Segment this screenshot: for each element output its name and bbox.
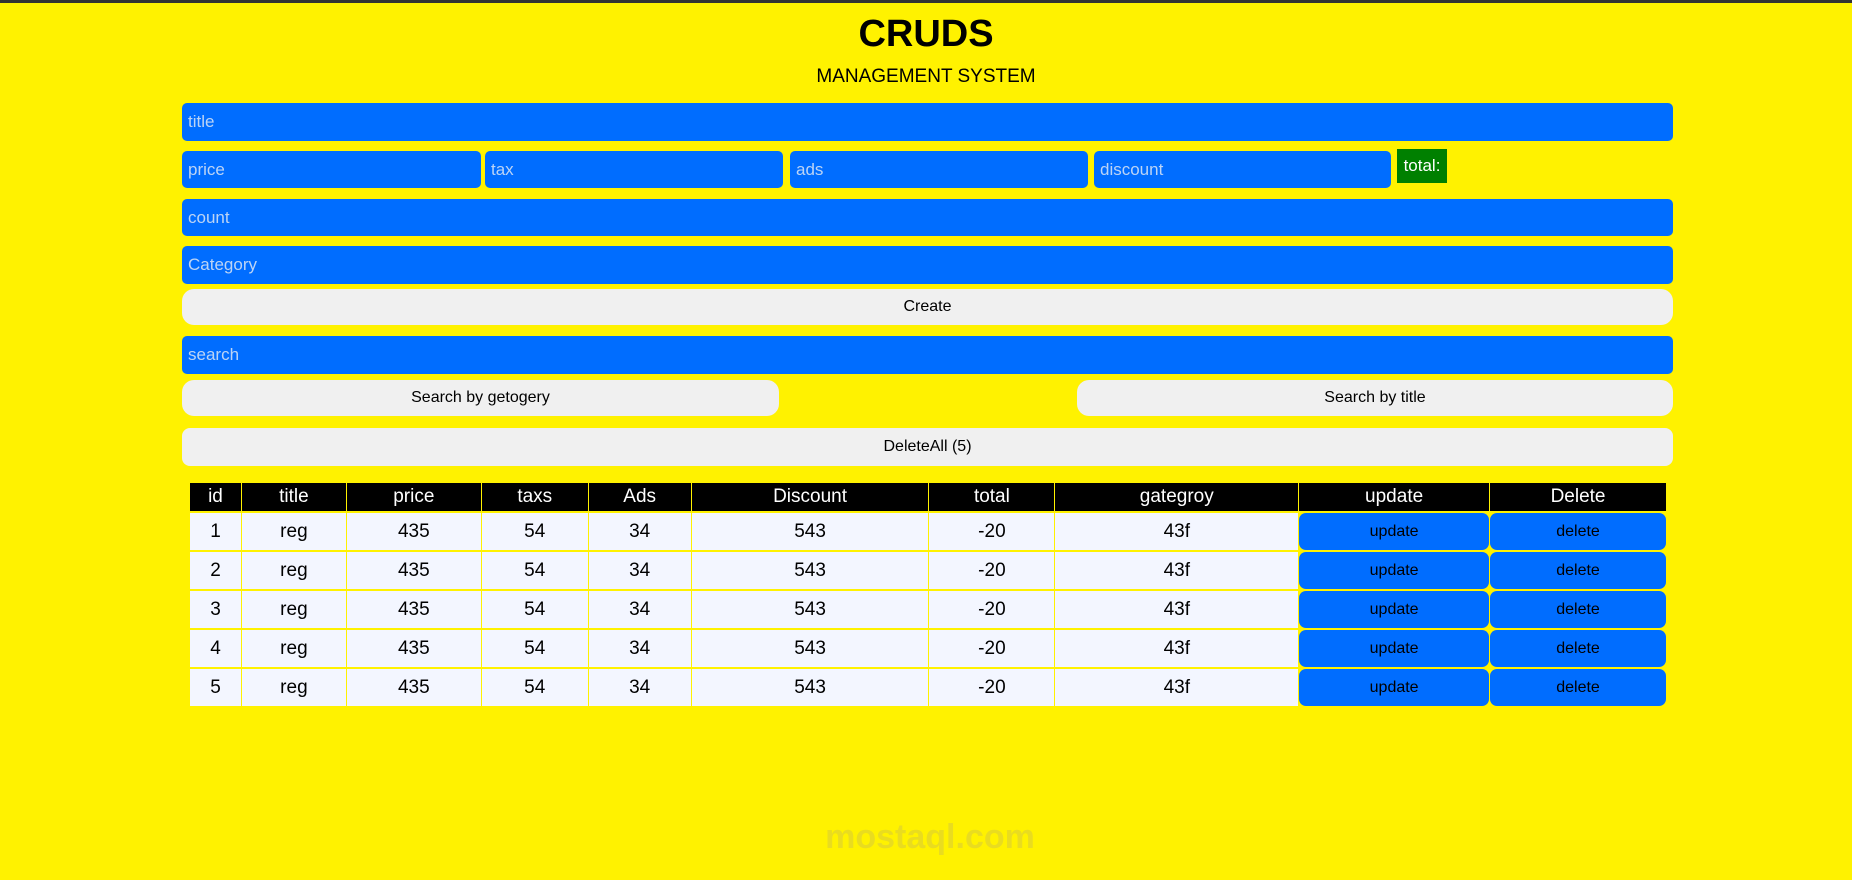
column-header: total bbox=[928, 482, 1056, 513]
cell-taxs: 54 bbox=[480, 628, 589, 669]
watermark: mostaql.com bbox=[825, 818, 1035, 856]
cell-update: update bbox=[1298, 511, 1491, 552]
tax-input[interactable] bbox=[485, 151, 783, 188]
cell-discount: 543 bbox=[690, 667, 930, 708]
cell-discount: 543 bbox=[690, 511, 930, 552]
cell-title: reg bbox=[240, 550, 347, 591]
cell-category: 43f bbox=[1054, 589, 1300, 630]
cell-total: -20 bbox=[928, 667, 1056, 708]
search-by-title-button[interactable]: Search by title bbox=[1077, 380, 1673, 416]
cell-id: 2 bbox=[189, 550, 242, 591]
delete-all-button[interactable]: DeleteAll (5) bbox=[182, 428, 1673, 466]
update-button[interactable]: update bbox=[1299, 669, 1490, 706]
cell-category: 43f bbox=[1054, 511, 1300, 552]
column-header: Ads bbox=[587, 482, 692, 513]
cell-category: 43f bbox=[1054, 550, 1300, 591]
cell-update: update bbox=[1298, 628, 1491, 669]
update-button[interactable]: update bbox=[1299, 630, 1490, 667]
cell-title: reg bbox=[240, 628, 347, 669]
update-button[interactable]: update bbox=[1299, 552, 1490, 589]
cell-ads: 34 bbox=[587, 550, 692, 591]
cell-update: update bbox=[1298, 550, 1491, 591]
ads-input[interactable] bbox=[790, 151, 1088, 188]
cell-taxs: 54 bbox=[480, 667, 589, 708]
column-header: price bbox=[345, 482, 482, 513]
column-header: title bbox=[240, 482, 347, 513]
page-subtitle: MANAGEMENT SYSTEM bbox=[816, 66, 1036, 87]
column-header: taxs bbox=[480, 482, 589, 513]
delete-button[interactable]: delete bbox=[1490, 591, 1666, 628]
cell-delete: delete bbox=[1489, 589, 1667, 630]
cell-delete: delete bbox=[1489, 511, 1667, 552]
cell-title: reg bbox=[240, 511, 347, 552]
cell-taxs: 54 bbox=[480, 511, 589, 552]
cell-total: -20 bbox=[928, 511, 1056, 552]
delete-button[interactable]: delete bbox=[1490, 552, 1666, 589]
cell-discount: 543 bbox=[690, 628, 930, 669]
cell-ads: 34 bbox=[587, 511, 692, 552]
delete-button[interactable]: delete bbox=[1490, 669, 1666, 706]
cell-price: 435 bbox=[345, 667, 482, 708]
cell-id: 5 bbox=[189, 667, 242, 708]
cell-price: 435 bbox=[345, 589, 482, 630]
cell-title: reg bbox=[240, 589, 347, 630]
create-button[interactable]: Create bbox=[182, 289, 1673, 325]
column-header: update bbox=[1298, 482, 1491, 513]
update-button[interactable]: update bbox=[1299, 513, 1490, 550]
table-row: 1 reg 435 54 34 543 -20 43f update delete bbox=[189, 511, 1667, 552]
cell-taxs: 54 bbox=[480, 550, 589, 591]
cell-category: 43f bbox=[1054, 628, 1300, 669]
cell-delete: delete bbox=[1489, 628, 1667, 669]
cell-price: 435 bbox=[345, 628, 482, 669]
cell-category: 43f bbox=[1054, 667, 1300, 708]
cell-update: update bbox=[1298, 667, 1491, 708]
cell-taxs: 54 bbox=[480, 589, 589, 630]
search-input[interactable] bbox=[182, 336, 1673, 374]
count-input[interactable] bbox=[182, 199, 1673, 236]
column-header: Discount bbox=[690, 482, 930, 513]
page-title: CRUDS bbox=[858, 13, 994, 55]
column-header: Delete bbox=[1489, 482, 1667, 513]
price-input[interactable] bbox=[182, 151, 481, 188]
cell-price: 435 bbox=[345, 550, 482, 591]
cell-total: -20 bbox=[928, 589, 1056, 630]
table-row: 4 reg 435 54 34 543 -20 43f update delete bbox=[189, 628, 1667, 669]
cell-delete: delete bbox=[1489, 550, 1667, 591]
cell-total: -20 bbox=[928, 628, 1056, 669]
column-header: id bbox=[189, 482, 242, 513]
cell-title: reg bbox=[240, 667, 347, 708]
cell-id: 4 bbox=[189, 628, 242, 669]
discount-input[interactable] bbox=[1094, 151, 1391, 188]
cell-delete: delete bbox=[1489, 667, 1667, 708]
cell-discount: 543 bbox=[690, 550, 930, 591]
table-row: 3 reg 435 54 34 543 -20 43f update delete bbox=[189, 589, 1667, 630]
cell-ads: 34 bbox=[587, 628, 692, 669]
products-table: id title price taxs Ads Discount total gategroy… bbox=[189, 482, 1667, 708]
cell-discount: 543 bbox=[690, 589, 930, 630]
table-row: 2 reg 435 54 34 543 -20 43f update delete bbox=[189, 550, 1667, 591]
cell-id: 3 bbox=[189, 589, 242, 630]
cell-price: 435 bbox=[345, 511, 482, 552]
cell-ads: 34 bbox=[587, 589, 692, 630]
table-row: 5 reg 435 54 34 543 -20 43f update delete bbox=[189, 667, 1667, 708]
table-header: id title price taxs Ads Discount total gategroy… bbox=[189, 482, 1667, 513]
category-input[interactable] bbox=[182, 246, 1673, 284]
update-button[interactable]: update bbox=[1299, 591, 1490, 628]
delete-button[interactable]: delete bbox=[1490, 630, 1666, 667]
total-display: total: bbox=[1397, 149, 1447, 183]
cell-id: 1 bbox=[189, 511, 242, 552]
search-by-category-button[interactable]: Search by getogery bbox=[182, 380, 779, 416]
delete-button[interactable]: delete bbox=[1490, 513, 1666, 550]
title-input[interactable] bbox=[182, 103, 1673, 141]
cell-total: -20 bbox=[928, 550, 1056, 591]
cell-ads: 34 bbox=[587, 667, 692, 708]
column-header: gategroy bbox=[1054, 482, 1300, 513]
cell-update: update bbox=[1298, 589, 1491, 630]
